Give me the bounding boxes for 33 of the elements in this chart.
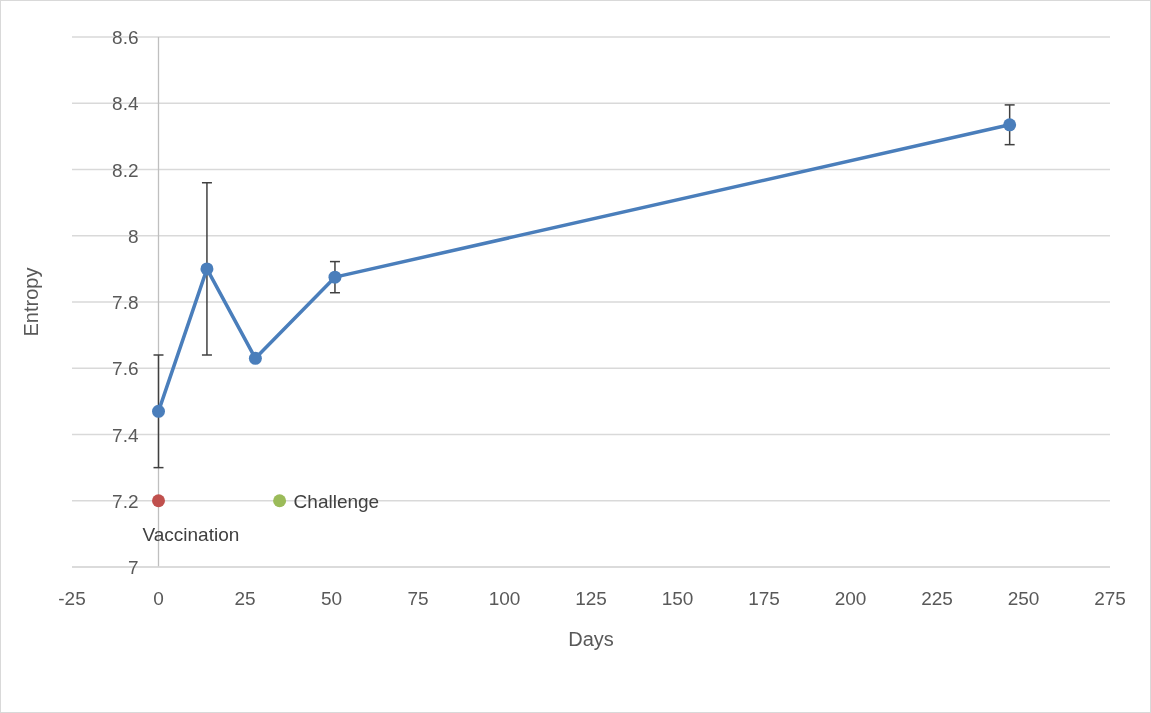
y-tick-label: 8 <box>127 225 139 247</box>
point <box>248 351 262 365</box>
y-axis-title: Entropy <box>20 267 42 337</box>
x-tick-label: 275 <box>1094 588 1126 609</box>
y-tick-label: 8.4 <box>112 93 139 115</box>
y-tick-label: 7.8 <box>112 292 139 313</box>
point <box>328 270 342 284</box>
x-tick-label: 75 <box>407 588 429 609</box>
y-tick-label: 8.2 <box>112 159 139 181</box>
point <box>273 494 287 508</box>
y-tick-label: 7.2 <box>112 490 139 512</box>
y-tick-label: 7 <box>127 557 139 578</box>
x-tick-label: 50 <box>320 588 343 609</box>
series-label: Challenge <box>293 490 380 512</box>
x-tick-label: 175 <box>748 588 780 609</box>
x-tick-label: -25 <box>58 588 86 609</box>
y-tick-label: 7.4 <box>112 424 139 446</box>
x-tick-label: 200 <box>834 588 867 609</box>
x-tick-label: 250 <box>1007 588 1040 609</box>
x-tick-label: 225 <box>921 588 953 609</box>
point <box>200 262 214 276</box>
x-axis-title: Days <box>568 628 614 650</box>
point <box>152 494 165 508</box>
point <box>1003 118 1017 132</box>
y-tick-label: 8.6 <box>112 27 139 48</box>
series-label: Vaccination <box>142 523 240 545</box>
x-tick-label: 125 <box>575 588 607 609</box>
x-tick-label: 25 <box>234 588 256 609</box>
x-tick-label: 150 <box>661 588 694 609</box>
y-tick-label: 7.6 <box>112 358 139 380</box>
x-tick-label: 0 <box>153 588 164 609</box>
point <box>152 404 165 418</box>
x-tick-label: 100 <box>488 588 521 609</box>
